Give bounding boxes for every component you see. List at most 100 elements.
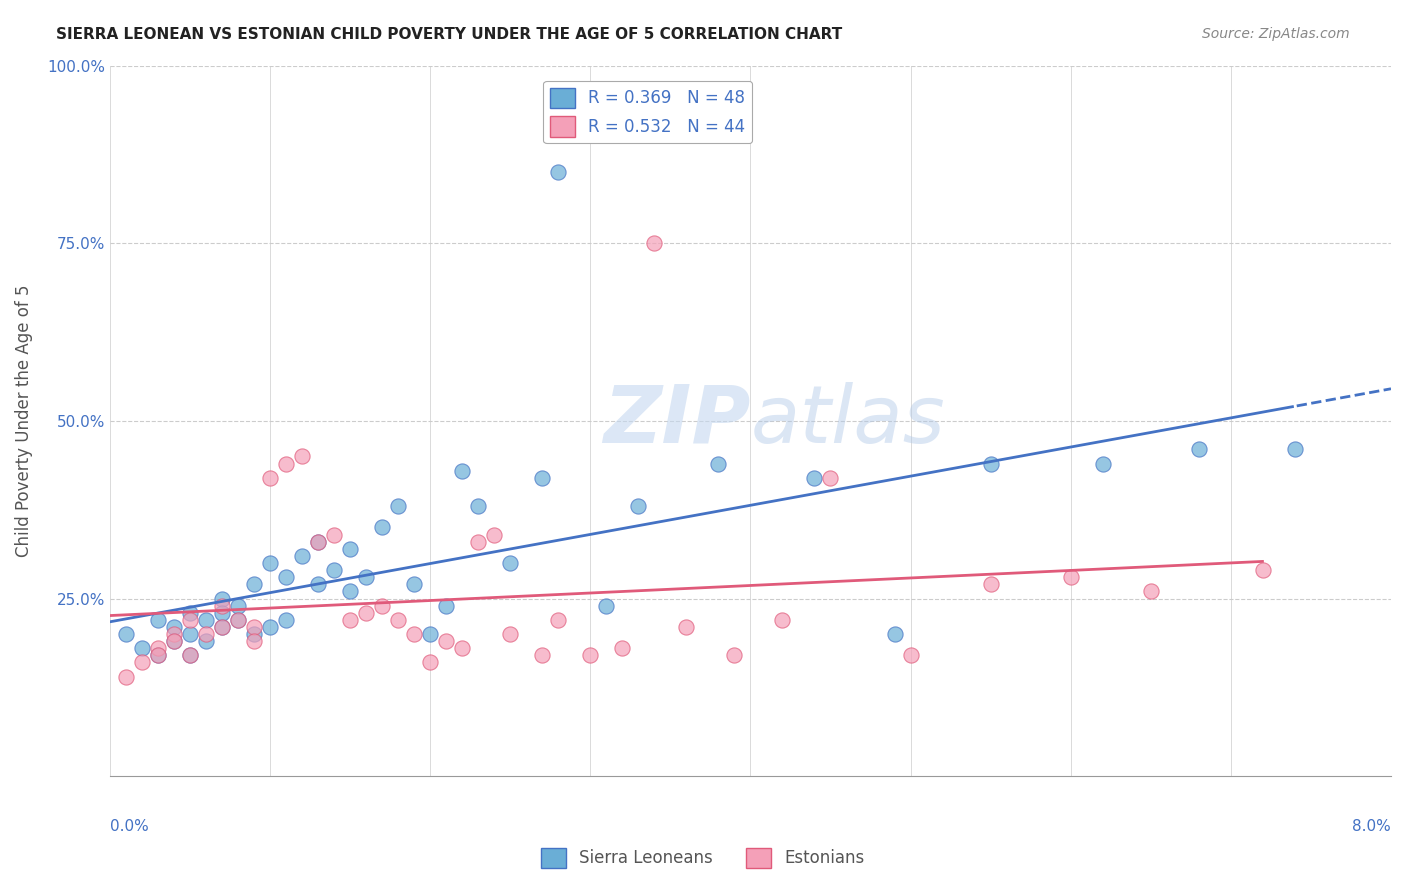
- Point: [131, 641, 153, 656]
- Point: [226, 613, 249, 627]
- Point: [467, 534, 489, 549]
- Point: [980, 457, 1002, 471]
- Point: [1188, 442, 1211, 457]
- Text: Source: ZipAtlas.com: Source: ZipAtlas.com: [1202, 27, 1350, 41]
- Point: [451, 464, 474, 478]
- Point: [211, 620, 233, 634]
- Point: [1091, 457, 1114, 471]
- Point: [243, 634, 266, 648]
- Point: [146, 641, 169, 656]
- Point: [307, 534, 329, 549]
- Point: [547, 165, 569, 179]
- Point: [211, 599, 233, 613]
- Point: [803, 471, 825, 485]
- Point: [226, 599, 249, 613]
- Point: [595, 599, 617, 613]
- Text: 8.0%: 8.0%: [1353, 819, 1391, 834]
- Point: [146, 613, 169, 627]
- Point: [274, 613, 297, 627]
- Point: [354, 606, 377, 620]
- Legend: R = 0.369   N = 48, R = 0.532   N = 44: R = 0.369 N = 48, R = 0.532 N = 44: [544, 81, 752, 144]
- Point: [499, 556, 522, 570]
- Point: [323, 563, 346, 577]
- Point: [339, 613, 361, 627]
- Point: [547, 613, 569, 627]
- Point: [371, 520, 394, 534]
- Point: [451, 641, 474, 656]
- Point: [323, 527, 346, 541]
- Point: [259, 556, 281, 570]
- Point: [211, 591, 233, 606]
- Point: [307, 534, 329, 549]
- Point: [114, 670, 136, 684]
- Text: 0.0%: 0.0%: [110, 819, 149, 834]
- Point: [226, 613, 249, 627]
- Point: [163, 634, 186, 648]
- Point: [531, 648, 554, 663]
- Point: [707, 457, 730, 471]
- Point: [499, 627, 522, 641]
- Point: [419, 656, 441, 670]
- Legend: Sierra Leoneans, Estonians: Sierra Leoneans, Estonians: [534, 841, 872, 875]
- Point: [675, 620, 697, 634]
- Point: [980, 577, 1002, 591]
- Point: [371, 599, 394, 613]
- Point: [243, 577, 266, 591]
- Point: [259, 471, 281, 485]
- Point: [434, 634, 457, 648]
- Point: [259, 620, 281, 634]
- Point: [883, 627, 905, 641]
- Point: [339, 584, 361, 599]
- Point: [243, 627, 266, 641]
- Point: [354, 570, 377, 584]
- Point: [482, 527, 505, 541]
- Point: [402, 577, 425, 591]
- Point: [179, 648, 201, 663]
- Point: [274, 570, 297, 584]
- Text: SIERRA LEONEAN VS ESTONIAN CHILD POVERTY UNDER THE AGE OF 5 CORRELATION CHART: SIERRA LEONEAN VS ESTONIAN CHILD POVERTY…: [56, 27, 842, 42]
- Text: atlas: atlas: [751, 382, 945, 460]
- Point: [627, 499, 650, 513]
- Point: [1060, 570, 1083, 584]
- Point: [179, 613, 201, 627]
- Point: [291, 450, 314, 464]
- Point: [467, 499, 489, 513]
- Point: [339, 541, 361, 556]
- Point: [146, 648, 169, 663]
- Point: [163, 620, 186, 634]
- Point: [1139, 584, 1161, 599]
- Point: [1251, 563, 1274, 577]
- Point: [387, 499, 409, 513]
- Point: [402, 627, 425, 641]
- Point: [114, 627, 136, 641]
- Point: [243, 620, 266, 634]
- Point: [179, 627, 201, 641]
- Point: [211, 606, 233, 620]
- Point: [194, 634, 217, 648]
- Y-axis label: Child Poverty Under the Age of 5: Child Poverty Under the Age of 5: [15, 285, 32, 558]
- Point: [900, 648, 922, 663]
- Point: [194, 627, 217, 641]
- Point: [770, 613, 793, 627]
- Point: [131, 656, 153, 670]
- Point: [163, 627, 186, 641]
- Point: [434, 599, 457, 613]
- Point: [194, 613, 217, 627]
- Point: [163, 634, 186, 648]
- Point: [612, 641, 634, 656]
- Point: [419, 627, 441, 641]
- Point: [723, 648, 745, 663]
- Point: [179, 606, 201, 620]
- Point: [579, 648, 602, 663]
- Point: [179, 648, 201, 663]
- Point: [307, 577, 329, 591]
- Point: [531, 471, 554, 485]
- Point: [291, 549, 314, 563]
- Point: [274, 457, 297, 471]
- Point: [211, 620, 233, 634]
- Point: [1284, 442, 1306, 457]
- Point: [387, 613, 409, 627]
- Point: [643, 236, 665, 251]
- Text: ZIP: ZIP: [603, 382, 751, 460]
- Point: [820, 471, 842, 485]
